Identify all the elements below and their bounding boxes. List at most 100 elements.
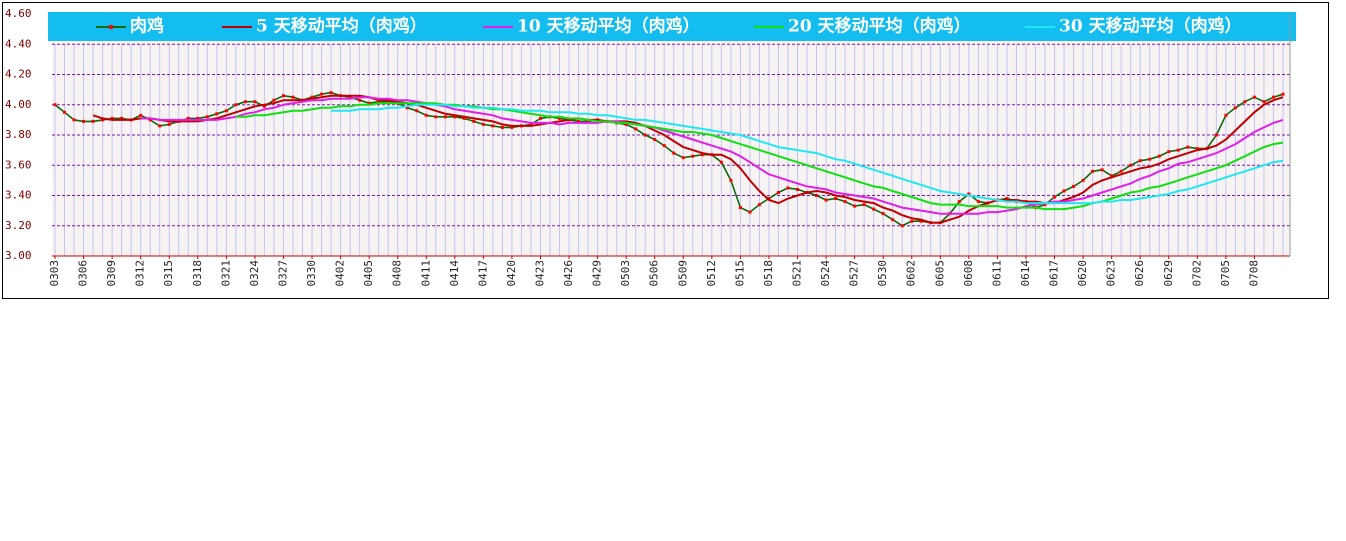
point-marker	[481, 122, 485, 126]
x-tick-label: 0518	[762, 260, 775, 287]
x-tick-label: 0623	[1105, 260, 1118, 287]
point-marker	[681, 156, 685, 160]
point-marker	[1224, 113, 1228, 117]
x-tick-label: 0702	[1190, 260, 1203, 287]
x-tick-label: 0414	[448, 260, 461, 287]
x-tick-label: 0626	[1133, 260, 1146, 287]
point-marker	[891, 218, 895, 222]
point-marker	[672, 151, 676, 155]
point-marker	[910, 219, 914, 223]
point-marker	[196, 116, 200, 120]
point-marker	[881, 212, 885, 216]
point-marker	[234, 103, 238, 107]
x-tick-label: 0521	[791, 260, 804, 287]
y-tick-label: 3.80	[5, 128, 32, 141]
point-marker	[243, 100, 247, 104]
x-tick-label: 0509	[676, 260, 689, 287]
point-marker	[957, 200, 961, 204]
point-marker	[843, 200, 847, 204]
point-marker	[634, 127, 638, 131]
point-marker	[367, 101, 371, 105]
x-tick-label: 0315	[162, 260, 175, 287]
legend-entries: 肉鸡 5 天移动平均（肉鸡） 10 天移动平均（肉鸡） 20 天移动平均（肉鸡） 30 …	[96, 16, 1242, 37]
x-tick-label: 0324	[248, 260, 261, 287]
point-marker	[310, 95, 314, 99]
series-line	[235, 102, 1284, 211]
point-marker	[577, 119, 581, 123]
series-line	[331, 103, 1284, 205]
point-marker	[1186, 145, 1190, 149]
series-line	[92, 94, 1284, 224]
point-marker	[815, 194, 819, 197]
point-marker	[491, 124, 495, 128]
x-tick-label: 0426	[562, 260, 575, 287]
point-marker	[91, 119, 95, 123]
y-tick-label: 4.00	[5, 98, 32, 111]
x-tick-label: 0411	[419, 260, 432, 287]
series-line	[140, 96, 1284, 215]
x-tick-label: 0429	[591, 260, 604, 287]
point-marker	[224, 109, 228, 113]
point-marker	[63, 110, 67, 114]
point-marker	[1271, 95, 1275, 99]
point-marker	[767, 197, 771, 201]
x-tick-label: 0402	[334, 260, 347, 287]
x-tick-label: 0608	[962, 260, 975, 287]
point-marker	[462, 116, 466, 120]
category-lines	[54, 44, 1284, 256]
x-tick-label: 0708	[1247, 260, 1260, 287]
point-marker	[281, 94, 285, 98]
point-marker	[329, 91, 333, 95]
point-marker	[900, 224, 904, 228]
point-marker	[472, 119, 476, 123]
point-marker	[110, 116, 114, 120]
point-marker	[415, 109, 419, 113]
x-tick-label: 0405	[362, 260, 375, 287]
point-marker	[358, 98, 362, 102]
point-marker	[1119, 169, 1123, 173]
point-marker	[643, 133, 647, 137]
point-marker	[1081, 178, 1085, 182]
point-marker	[253, 100, 257, 104]
legend-label: 肉鸡	[130, 16, 164, 37]
x-tick-label: 0524	[819, 260, 832, 287]
point-marker	[1281, 92, 1285, 96]
x-tick-label: 0306	[77, 260, 90, 287]
point-marker	[1243, 100, 1247, 104]
x-tick-label: 0321	[219, 260, 232, 287]
x-tick-label: 0309	[105, 260, 118, 287]
x-tick-label: 0629	[1162, 260, 1175, 287]
point-marker	[453, 115, 457, 119]
point-marker	[796, 187, 800, 191]
point-marker	[510, 125, 514, 129]
series-lines	[53, 91, 1285, 228]
point-marker	[700, 153, 704, 157]
x-tick-label: 0620	[1076, 260, 1089, 287]
point-marker	[1262, 100, 1266, 104]
point-marker	[377, 100, 381, 104]
point-marker	[824, 198, 828, 202]
point-marker	[291, 95, 295, 99]
x-tick-label: 0408	[391, 260, 404, 287]
point-marker	[82, 119, 86, 123]
y-tick-label: 3.00	[5, 249, 32, 262]
y-tick-label: 3.20	[5, 219, 32, 232]
x-tick-label: 0512	[705, 260, 718, 287]
point-marker	[834, 197, 838, 201]
point-marker	[1005, 197, 1009, 201]
x-tick-label: 0617	[1048, 260, 1061, 287]
point-marker	[538, 116, 542, 120]
point-marker	[1072, 184, 1076, 188]
point-marker	[1091, 169, 1095, 173]
point-marker	[919, 219, 923, 223]
point-marker	[1138, 159, 1142, 163]
point-marker	[148, 118, 152, 122]
x-tick-label: 0530	[876, 260, 889, 287]
point-marker	[719, 160, 723, 164]
point-marker	[424, 113, 428, 117]
point-marker	[1148, 157, 1152, 161]
legend-label: 30 天移动平均（肉鸡）	[1059, 16, 1242, 37]
point-marker	[386, 100, 390, 104]
point-marker	[215, 112, 219, 116]
point-marker	[1176, 148, 1180, 152]
